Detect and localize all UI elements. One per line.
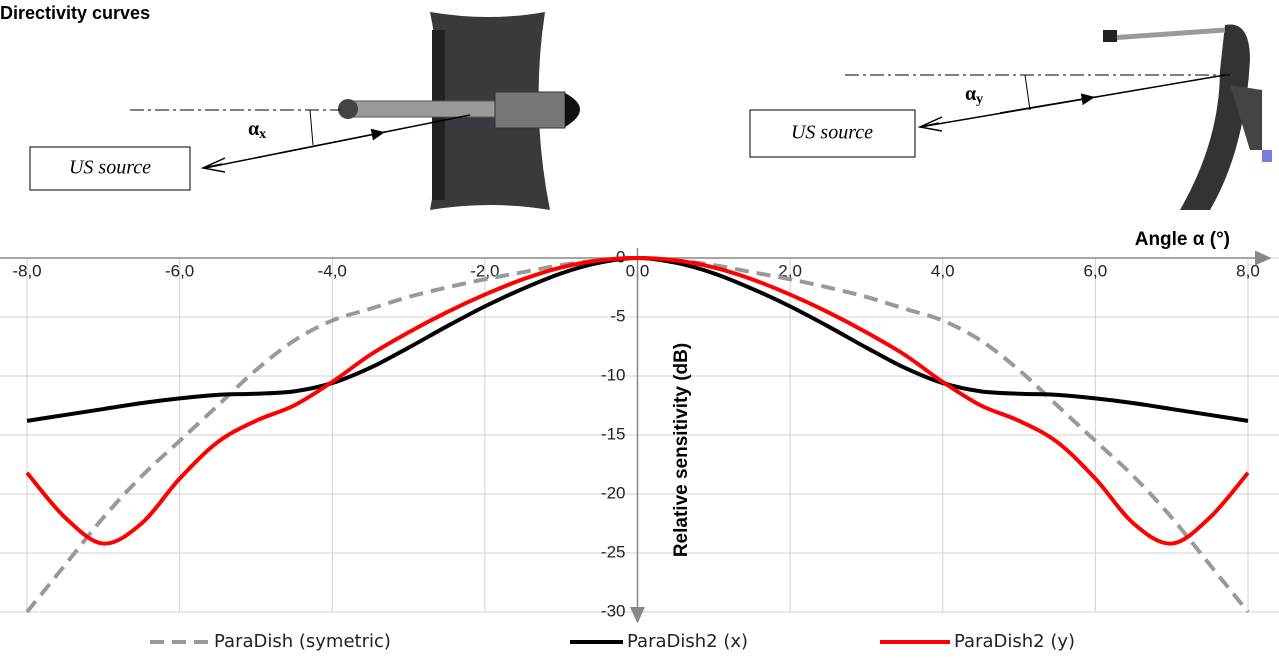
x-tick-label: -6,0 (165, 261, 194, 280)
y-tick-label: -30 (601, 601, 626, 620)
annotation: αy (965, 83, 983, 108)
chart: Directivity curves US source αx US sourc… (0, 0, 1279, 660)
annotation-symbol: α (248, 118, 259, 140)
x-tick-label: 4,0 (931, 261, 955, 280)
y-tick-label: -25 (601, 542, 626, 561)
y-axis-title: Relative sensitivity (dB) (671, 343, 692, 557)
x-tick-label: -4,0 (318, 261, 347, 280)
x-tick-label: 6,0 (1084, 261, 1108, 280)
y-tick-label: -15 (601, 424, 626, 443)
x-axis-title: Angle α (°) (1135, 229, 1230, 250)
annotation-symbol: α (965, 83, 976, 105)
legend-label: ParaDish2 (y) (954, 631, 1075, 652)
y-tick-label: -20 (601, 483, 626, 502)
annotation: US source (69, 157, 151, 179)
y-tick-label: -10 (601, 365, 626, 384)
right-diagram: US source αy (750, 24, 1272, 210)
left-diagram: US source αx (30, 12, 580, 210)
legend-label: ParaDish (symetric) (214, 631, 391, 652)
annotation-subscript: x (259, 127, 266, 142)
annotation: US source (791, 122, 873, 144)
annotation: αx (248, 118, 266, 143)
chart-title: Directivity curves (0, 3, 150, 23)
x-tick-label: 8,0 (1236, 261, 1260, 280)
x-tick-label: -8,0 (12, 261, 41, 280)
y-tick-label: -5 (610, 306, 625, 325)
legend-label: ParaDish2 (x) (627, 631, 748, 652)
annotation-subscript: y (976, 92, 983, 107)
